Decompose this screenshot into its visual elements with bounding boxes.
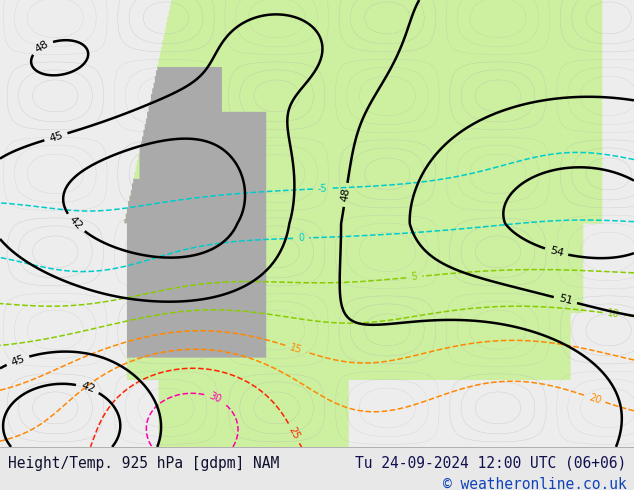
Text: 42: 42	[67, 214, 84, 231]
Text: 0: 0	[298, 233, 304, 243]
Text: 42: 42	[79, 381, 96, 395]
Text: 45: 45	[10, 353, 26, 368]
Text: Height/Temp. 925 hPa [gdpm] NAM: Height/Temp. 925 hPa [gdpm] NAM	[8, 456, 279, 471]
Text: 45: 45	[48, 130, 64, 144]
Text: 5: 5	[411, 271, 418, 282]
Text: © weatheronline.co.uk: © weatheronline.co.uk	[443, 477, 626, 490]
Text: 54: 54	[548, 245, 565, 259]
Text: 48: 48	[33, 39, 51, 55]
Text: -5: -5	[318, 183, 328, 194]
Text: Tu 24-09-2024 12:00 UTC (06+06): Tu 24-09-2024 12:00 UTC (06+06)	[355, 456, 626, 471]
Text: 15: 15	[288, 342, 304, 355]
Text: 51: 51	[557, 294, 573, 307]
Text: 10: 10	[607, 308, 621, 319]
Text: 48: 48	[340, 187, 352, 203]
Text: 20: 20	[587, 392, 602, 405]
Text: 30: 30	[207, 391, 223, 405]
Text: 25: 25	[287, 425, 301, 441]
